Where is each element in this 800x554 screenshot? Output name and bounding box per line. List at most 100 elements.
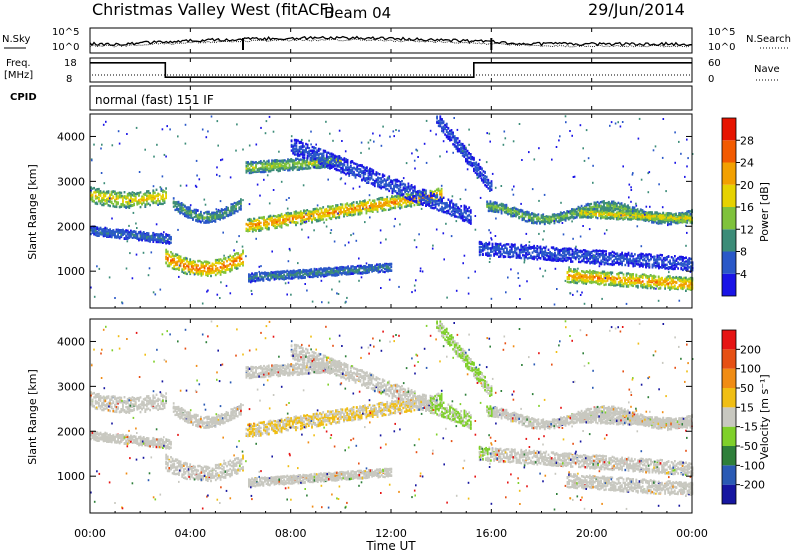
power-cell: [281, 216, 283, 218]
power-cell: [539, 218, 541, 220]
power-cell: [120, 204, 122, 206]
power-cell: [202, 220, 204, 222]
power-cell: [350, 266, 352, 268]
power-cell: [419, 191, 421, 193]
power-cell: [487, 179, 489, 181]
power-cell: [420, 203, 422, 205]
power-cell: [494, 211, 496, 213]
power-cell: [471, 162, 473, 164]
power-cell: [444, 133, 446, 135]
power-panel: 1000200030004000 Slant Range [km] 481216…: [26, 114, 771, 308]
power-cell: [287, 169, 289, 171]
power-cell: [348, 214, 350, 216]
power-cell: [332, 209, 334, 211]
power-cell: [318, 268, 320, 270]
power-cell: [330, 268, 332, 270]
power-cell: [323, 150, 325, 152]
power-cell: [356, 166, 358, 168]
power-cell: [554, 218, 556, 220]
power-cell: [122, 233, 124, 235]
power-cell: [253, 279, 255, 281]
power-cell: [342, 211, 344, 213]
power-cell: [432, 207, 434, 209]
power-cell: [404, 191, 406, 193]
power-cell: [124, 191, 126, 193]
power-cell: [446, 202, 448, 204]
power-cell: [98, 190, 100, 192]
power-cell: [157, 204, 159, 206]
power-cell: [275, 278, 277, 280]
power-cell: [467, 215, 469, 217]
power-cell: [100, 202, 102, 204]
power-cell: [493, 208, 495, 210]
power-cell: [336, 155, 338, 157]
power-cell: [221, 266, 223, 268]
power-cell: [298, 167, 300, 169]
power-cell: [287, 224, 289, 226]
power-cell: [395, 179, 397, 181]
power-cell: [95, 195, 97, 197]
power-cell: [402, 198, 404, 200]
power-cell: [366, 166, 368, 168]
power-cell: [271, 159, 273, 161]
power-cell: [360, 272, 362, 274]
power-cell: [250, 223, 252, 225]
power-cell: [303, 216, 305, 218]
power-cell: [310, 272, 312, 274]
power-cell: [302, 161, 304, 163]
power-cell: [483, 179, 485, 181]
power-cell: [111, 194, 113, 196]
power-cell: [250, 171, 252, 173]
power-cell: [420, 198, 422, 200]
power-cell: [326, 152, 328, 154]
power-cell: [252, 163, 254, 165]
power-cell: [119, 196, 121, 198]
power-cell: [298, 271, 300, 273]
power-cell: [170, 256, 172, 258]
power-cell: [277, 277, 279, 279]
power-cell: [206, 211, 208, 213]
power-cell: [374, 207, 376, 209]
power-cell: [214, 213, 216, 215]
power-cell: [305, 167, 307, 169]
power-cell: [443, 202, 445, 204]
power-cell: [336, 168, 338, 170]
power-cell: [223, 257, 225, 259]
power-cell: [272, 276, 274, 278]
power-cell: [260, 228, 262, 230]
power-cell: [314, 274, 316, 276]
power-cell: [116, 201, 118, 203]
power-cell: [218, 214, 220, 216]
power-cell: [295, 213, 297, 215]
power-cell: [366, 178, 368, 180]
power-cell: [305, 210, 307, 212]
power-cell: [547, 219, 549, 221]
power-cell: [428, 203, 430, 205]
power-cell: [264, 275, 266, 277]
power-cell: [157, 195, 159, 197]
power-cell: [479, 171, 481, 173]
power-cell: [258, 225, 260, 227]
power-cell: [222, 209, 224, 211]
power-cell: [446, 205, 448, 207]
power-cell: [297, 151, 299, 153]
power-cell: [320, 148, 322, 150]
power-cell: [249, 172, 251, 174]
power-cell: [152, 198, 154, 200]
power-cell: [462, 219, 464, 221]
power-cell: [194, 269, 196, 271]
power-cell: [560, 219, 562, 221]
power-cell: [221, 271, 223, 273]
power-cell: [374, 205, 376, 207]
power-cell: [388, 205, 390, 207]
power-cell: [215, 259, 217, 261]
power-cell: [322, 214, 324, 216]
power-cell: [286, 220, 288, 222]
power-cell: [231, 266, 233, 268]
power-cell: [172, 258, 174, 260]
power-cell: [108, 229, 110, 231]
power-cell: [185, 271, 187, 273]
power-cell: [454, 141, 456, 143]
power-cell: [292, 168, 294, 170]
power-cell: [486, 176, 488, 178]
